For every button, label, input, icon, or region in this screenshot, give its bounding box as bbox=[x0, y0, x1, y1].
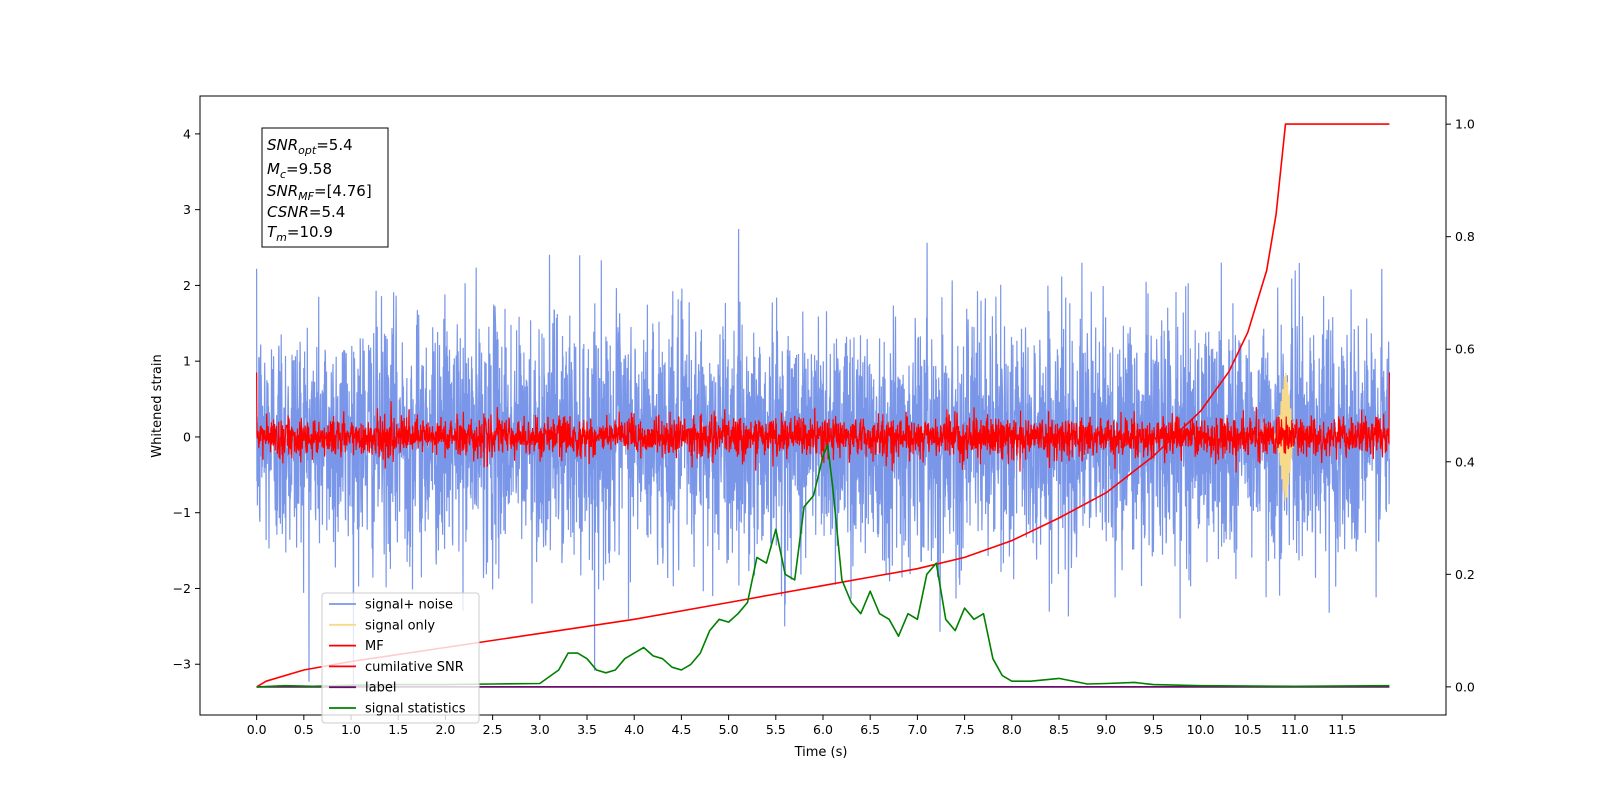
y2-axis-ticks: 0.0 0.2 0.4 0.6 0.8 1.0 bbox=[1446, 117, 1475, 694]
x-tick-label: 4.0 bbox=[624, 722, 644, 737]
x-tick-label: 8.0 bbox=[1002, 722, 1022, 737]
y-tick-label: 4 bbox=[183, 126, 191, 141]
annotation-csnr: CSNR=5.4 bbox=[267, 203, 345, 221]
series-signal-statistics-line bbox=[256, 444, 1390, 688]
x-tick-label: 0.0 bbox=[247, 722, 267, 737]
x-tick-label: 3.0 bbox=[530, 722, 550, 737]
x-tick-label: 7.5 bbox=[955, 722, 975, 737]
y-tick-label: −2 bbox=[173, 581, 191, 596]
legend-label: cumilative SNR bbox=[365, 660, 464, 675]
series-mf-line bbox=[256, 372, 1391, 473]
x-tick-label: 10.0 bbox=[1187, 722, 1215, 737]
legend-items: signal+ noise signal only MF cumilative SNR… bbox=[329, 598, 466, 717]
y-tick-label: 2 bbox=[183, 278, 191, 293]
legend-label: signal+ noise bbox=[365, 598, 453, 613]
y-tick-label: 1 bbox=[183, 354, 191, 369]
annotation-snr-opt: SNRopt=5.4 bbox=[267, 136, 353, 157]
annotation-box: SNRopt=5.4 Mc=9.58 SNRMF=[4.76] CSNR=5.4… bbox=[261, 127, 389, 248]
y-axis-label: Whitened strain bbox=[150, 354, 165, 457]
x-tick-label: 0.5 bbox=[294, 722, 314, 737]
x-tick-label: 9.5 bbox=[1143, 722, 1163, 737]
y-tick-label: −3 bbox=[173, 657, 191, 672]
x-tick-label: 6.0 bbox=[813, 722, 833, 737]
annotation-mc: Mc=9.58 bbox=[267, 160, 332, 181]
y2-tick-label: 0.2 bbox=[1455, 567, 1475, 582]
x-tick-label: 4.5 bbox=[671, 722, 691, 737]
annotation-frame bbox=[261, 127, 389, 248]
legend-label: signal statistics bbox=[365, 702, 466, 717]
x-tick-label: 9.0 bbox=[1096, 722, 1116, 737]
x-tick-label: 2.5 bbox=[483, 722, 503, 737]
legend-frame bbox=[321, 592, 480, 724]
y2-tick-label: 1.0 bbox=[1455, 117, 1475, 132]
x-tick-label: 8.5 bbox=[1049, 722, 1069, 737]
annotation-tm: Tm=10.9 bbox=[267, 223, 333, 244]
x-tick-label: 1.0 bbox=[341, 722, 361, 737]
y-tick-label: 3 bbox=[183, 202, 191, 217]
x-tick-label: 5.5 bbox=[766, 722, 786, 737]
x-axis-label: Time (s) bbox=[794, 745, 848, 760]
annotation-snr-mf: SNRMF=[4.76] bbox=[267, 182, 372, 203]
x-tick-label: 10.5 bbox=[1234, 722, 1262, 737]
x-tick-label: 6.5 bbox=[860, 722, 880, 737]
y2-tick-label: 0.0 bbox=[1455, 679, 1475, 694]
legend: signal+ noise signal only MF cumilative SNR… bbox=[321, 592, 480, 724]
x-tick-label: 11.0 bbox=[1281, 722, 1309, 737]
x-tick-label: 5.0 bbox=[719, 722, 739, 737]
x-tick-label: 1.5 bbox=[388, 722, 408, 737]
x-tick-label: 11.5 bbox=[1328, 722, 1356, 737]
y2-tick-label: 0.8 bbox=[1455, 229, 1475, 244]
y2-tick-label: 0.6 bbox=[1455, 342, 1475, 357]
x-axis-ticks: 0.0 0.5 1.0 1.5 2.0 2.5 3.0 3.5 4.0 4.5 5.0 5.5 6.0 6… bbox=[247, 715, 1356, 737]
y-axis-ticks: −3 −2 −1 0 1 2 3 4 bbox=[173, 126, 200, 672]
x-tick-label: 3.5 bbox=[577, 722, 597, 737]
y2-tick-label: 0.4 bbox=[1455, 454, 1475, 469]
x-tick-label: 7.0 bbox=[907, 722, 927, 737]
legend-label: label bbox=[365, 681, 396, 696]
legend-label: signal only bbox=[365, 618, 435, 633]
x-tick-label: 2.0 bbox=[435, 722, 455, 737]
y-tick-label: 0 bbox=[183, 429, 191, 444]
y-tick-label: −1 bbox=[173, 505, 191, 520]
legend-label: MF bbox=[365, 639, 384, 654]
